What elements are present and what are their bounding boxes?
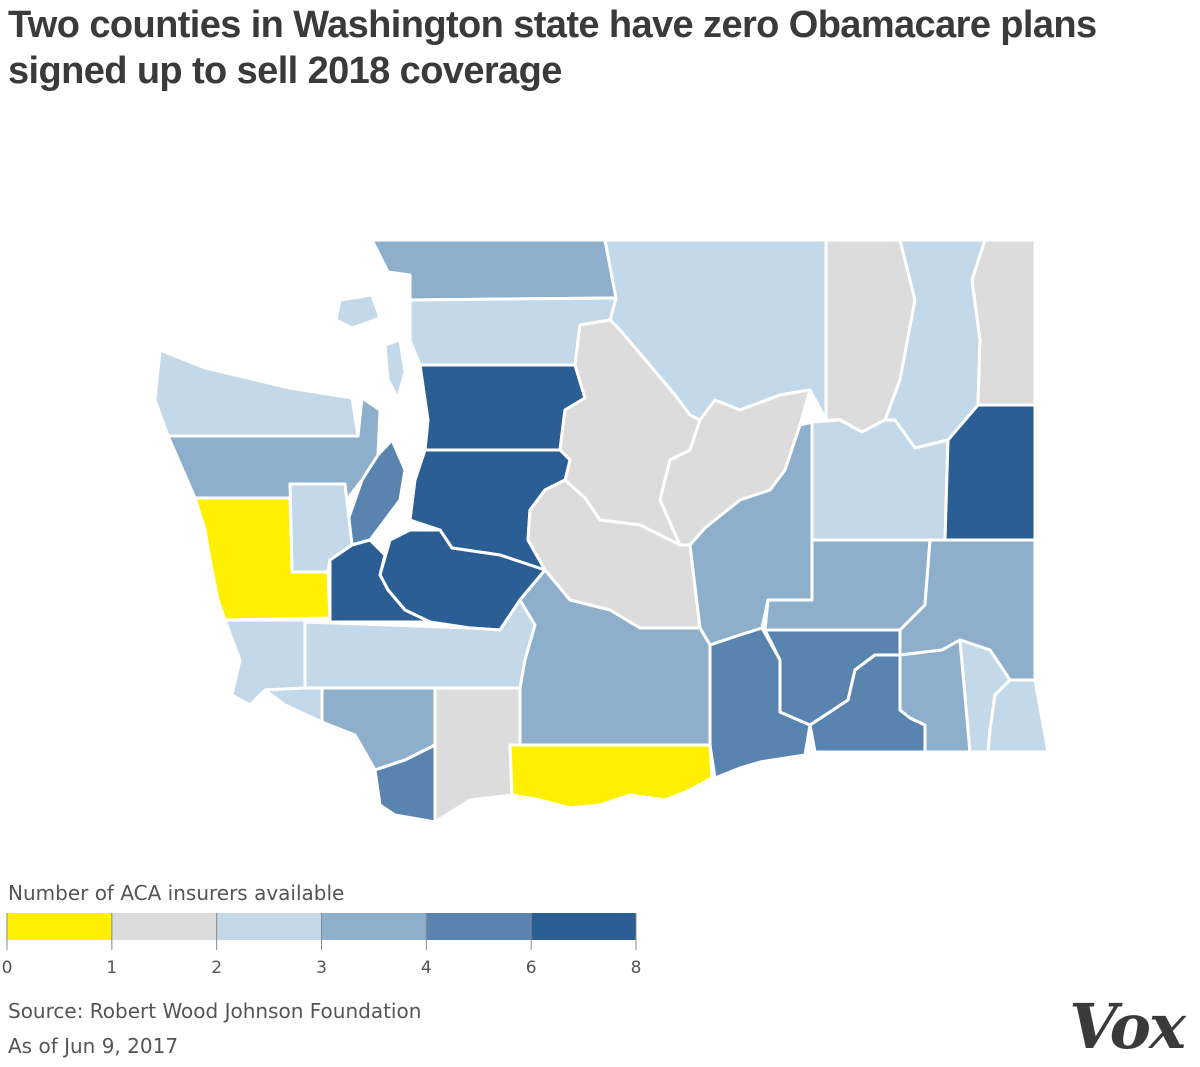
legend-tick-label-0: 0 bbox=[2, 958, 13, 978]
county-klickitat[interactable] bbox=[508, 743, 714, 810]
county-san-juan[interactable] bbox=[334, 293, 382, 330]
chart-title: Two counties in Washington state have ze… bbox=[8, 4, 1097, 92]
county-spokane[interactable] bbox=[943, 403, 1037, 542]
county-clallam[interactable] bbox=[153, 348, 360, 438]
vox-logo: Vox bbox=[1069, 990, 1186, 1063]
legend-swatch-2-3 bbox=[216, 913, 322, 940]
county-skamania[interactable] bbox=[433, 686, 522, 824]
county-thurston[interactable] bbox=[328, 538, 432, 624]
legend-title: Number of ACA insurers available bbox=[8, 881, 345, 905]
county-benton[interactable] bbox=[708, 626, 812, 780]
legend-swatch-1-2 bbox=[111, 913, 217, 940]
county-island[interactable] bbox=[383, 338, 407, 400]
as-of-date: As of Jun 9, 2017 bbox=[8, 1034, 179, 1058]
county-pend-oreille[interactable] bbox=[970, 238, 1037, 407]
county-wahkiakum[interactable] bbox=[263, 686, 324, 724]
legend-tick-label-4: 4 bbox=[421, 958, 432, 978]
legend-tick-label-3: 3 bbox=[316, 958, 327, 978]
legend-swatch-0-1 bbox=[7, 913, 112, 940]
legend-tick-label-2: 2 bbox=[211, 958, 222, 978]
legend-swatch-6-8 bbox=[531, 913, 636, 940]
legend-tick-label-1: 1 bbox=[106, 958, 117, 978]
county-whatcom[interactable] bbox=[370, 238, 618, 302]
legend-swatch-3-4 bbox=[321, 913, 427, 940]
county-asotin[interactable] bbox=[986, 678, 1050, 754]
county-columbia[interactable] bbox=[898, 638, 972, 754]
legend-tick-label-8: 8 bbox=[631, 958, 642, 978]
legend: 0 1 2 3 4 6 8 bbox=[2, 913, 642, 978]
legend-swatch-4-6 bbox=[426, 913, 532, 940]
legend-tick-label-6: 6 bbox=[526, 958, 537, 978]
county-clark[interactable] bbox=[373, 743, 437, 824]
washington-county-map bbox=[153, 238, 1050, 824]
source-note: Source: Robert Wood Johnson Foundation bbox=[8, 999, 422, 1023]
